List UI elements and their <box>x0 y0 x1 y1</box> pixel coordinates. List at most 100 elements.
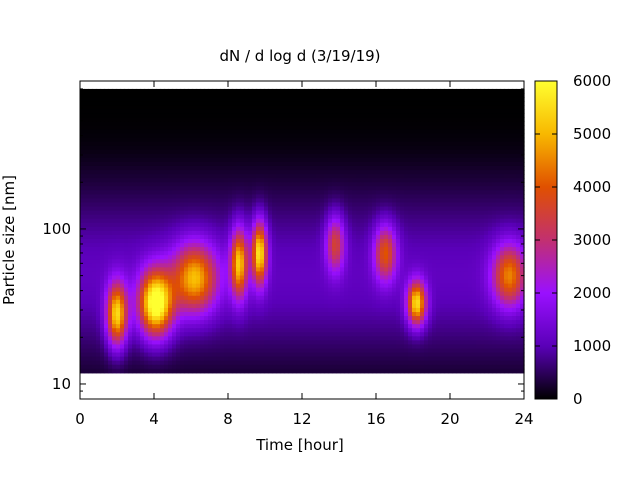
heatmap-cell <box>308 267 313 273</box>
heatmap-cell <box>200 214 205 220</box>
heatmap-cell <box>188 251 193 256</box>
heatmap-cell <box>220 165 225 171</box>
heatmap-cell <box>160 255 165 260</box>
heatmap-cell <box>120 210 125 216</box>
heatmap-cell <box>128 259 133 264</box>
heatmap-cell <box>184 117 189 122</box>
heatmap-cell <box>292 88 297 94</box>
heatmap-cell <box>380 88 385 94</box>
heatmap-cell <box>396 255 401 260</box>
heatmap-cell <box>504 105 509 110</box>
heatmap-cell <box>492 214 497 220</box>
heatmap-cell <box>216 251 221 256</box>
heatmap-cell <box>520 247 525 252</box>
heatmap-cell <box>392 133 397 139</box>
heatmap-cell <box>120 133 125 139</box>
heatmap-cell <box>200 109 205 114</box>
heatmap-cell <box>176 117 181 122</box>
heatmap-cell <box>432 125 437 131</box>
heatmap-cell <box>192 190 197 195</box>
heatmap-cell <box>252 97 257 102</box>
heatmap-cell <box>484 214 489 220</box>
heatmap-cell <box>408 206 413 212</box>
heatmap-cell <box>448 157 453 163</box>
heatmap-cell <box>88 222 93 228</box>
heatmap-cell <box>500 206 505 212</box>
heatmap-cell <box>492 243 497 248</box>
heatmap-cell <box>488 141 493 147</box>
heatmap-cell <box>476 234 481 240</box>
heatmap-cell <box>432 149 437 155</box>
heatmap-cell <box>212 92 217 98</box>
heatmap-cell <box>280 149 285 155</box>
heatmap-cell <box>512 263 517 268</box>
heatmap-cell <box>256 255 261 260</box>
heatmap-cell <box>236 198 241 204</box>
heatmap-cell <box>520 214 525 220</box>
heatmap-cell <box>324 97 329 102</box>
heatmap-cell <box>128 92 133 98</box>
heatmap-cell <box>128 190 133 195</box>
heatmap-cell <box>160 186 165 191</box>
heatmap-cell <box>504 113 509 118</box>
heatmap-cell <box>504 141 509 147</box>
heatmap-cell <box>272 198 277 204</box>
heatmap-cell <box>240 263 245 268</box>
heatmap-cell <box>460 210 465 216</box>
heatmap-cell <box>320 178 325 183</box>
heatmap-cell <box>136 251 141 256</box>
heatmap-cell <box>96 129 101 135</box>
heatmap-cell <box>92 222 97 228</box>
heatmap-cell <box>300 247 305 252</box>
heatmap-cell <box>468 105 473 110</box>
heatmap-cell <box>236 247 241 252</box>
heatmap-cell <box>368 243 373 248</box>
heatmap-cell <box>476 145 481 151</box>
heatmap-cell <box>280 267 285 273</box>
heatmap-cell <box>124 174 129 179</box>
heatmap-cell <box>348 101 353 106</box>
heatmap-cell <box>520 161 525 167</box>
heatmap-cell <box>104 105 109 110</box>
heatmap-cell <box>148 137 153 143</box>
heatmap-cell <box>160 234 165 240</box>
heatmap-cell <box>496 92 501 98</box>
heatmap-cell <box>248 109 253 114</box>
heatmap-cell <box>436 206 441 212</box>
heatmap-cell <box>360 222 365 228</box>
heatmap-cell <box>460 251 465 256</box>
heatmap-cell <box>212 210 217 216</box>
heatmap-cell <box>396 198 401 204</box>
heatmap-cell <box>336 129 341 135</box>
heatmap-cell <box>144 109 149 114</box>
heatmap-cell <box>380 170 385 175</box>
heatmap-cell <box>356 170 361 175</box>
heatmap-cell <box>296 234 301 240</box>
heatmap-cell <box>336 178 341 183</box>
heatmap-cell <box>80 97 85 102</box>
heatmap-cell <box>224 113 229 118</box>
heatmap-cell <box>344 137 349 143</box>
heatmap-cell <box>512 186 517 191</box>
heatmap-cell <box>504 88 509 94</box>
heatmap-cell <box>464 210 469 216</box>
heatmap-cell <box>512 141 517 147</box>
heatmap-cell <box>408 255 413 260</box>
heatmap-cell <box>84 92 89 98</box>
heatmap-cell <box>112 238 117 244</box>
heatmap-cell <box>512 101 517 106</box>
heatmap-cell <box>276 234 281 240</box>
heatmap-cell <box>248 267 253 273</box>
heatmap-cell <box>124 157 129 163</box>
heatmap-cell <box>288 206 293 212</box>
heatmap-cell <box>204 117 209 122</box>
heatmap-cell <box>232 226 237 232</box>
heatmap-cell <box>416 238 421 244</box>
heatmap-cell <box>136 174 141 179</box>
heatmap-cell <box>140 202 145 208</box>
heatmap-cell <box>448 105 453 110</box>
heatmap-cell <box>304 214 309 220</box>
heatmap-cell <box>408 210 413 216</box>
heatmap-cell <box>124 129 129 135</box>
heatmap-cell <box>416 141 421 147</box>
